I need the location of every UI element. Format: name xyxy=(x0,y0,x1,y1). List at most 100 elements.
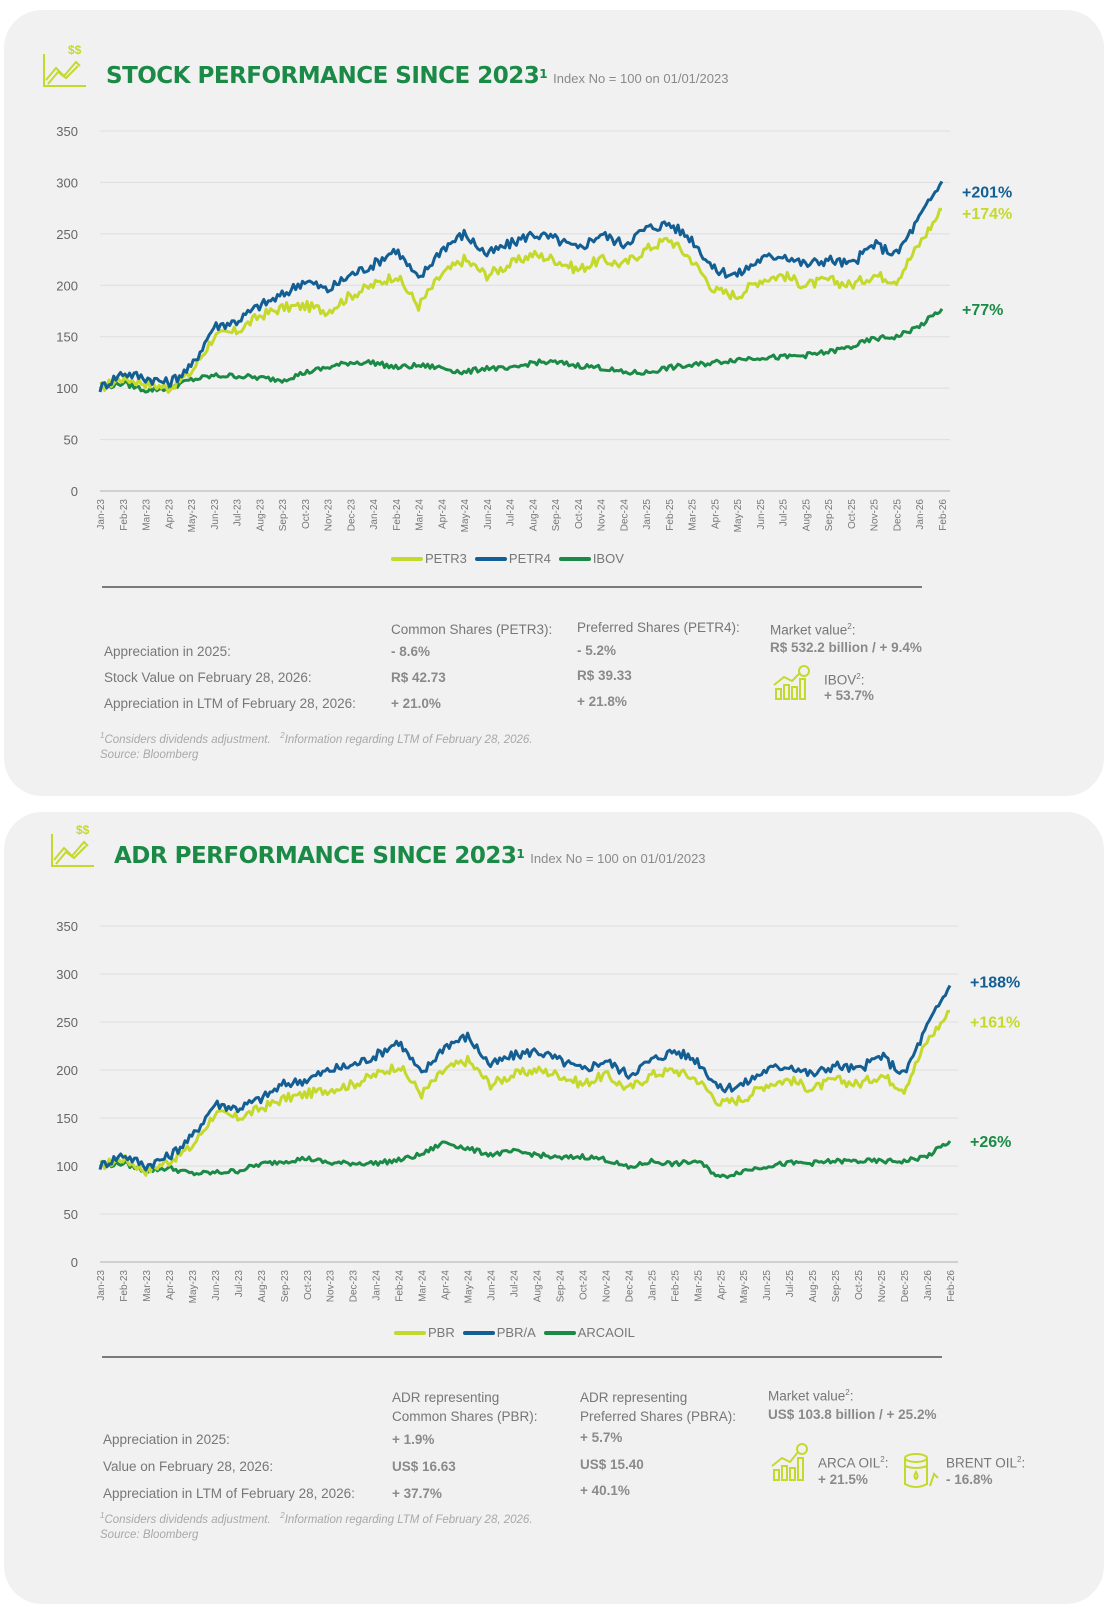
x-tick-label: Jun-25 xyxy=(756,499,767,530)
x-tick-label: Oct-24 xyxy=(574,499,585,529)
adr-subtitle: Index No = 100 on 01/01/2023 xyxy=(530,851,706,866)
x-tick-label: Jul-25 xyxy=(785,1270,796,1298)
x-tick-label: Oct-23 xyxy=(301,499,312,529)
series-line-ibov xyxy=(98,308,944,394)
svg-text:$$: $$ xyxy=(68,43,82,57)
x-tick-label: May-24 xyxy=(460,499,471,533)
x-tick-label: Mar-24 xyxy=(418,1270,429,1302)
x-tick-label: Feb-24 xyxy=(395,1270,406,1302)
stock-performance-card: $$ STOCK PERFORMANCE SINCE 20231 Index N… xyxy=(4,10,1104,796)
pbra-appreciation-ltm: + 40.1% xyxy=(580,1483,630,1498)
pbr-value: US$ 16.63 xyxy=(392,1459,456,1474)
y-tick-label: 200 xyxy=(56,1063,78,1078)
x-tick-label: May-23 xyxy=(188,1270,199,1304)
stock-header: $$ STOCK PERFORMANCE SINCE 20231 Index N… xyxy=(40,42,728,90)
x-tick-label: Jun-24 xyxy=(487,1270,498,1301)
adr-footnotes: 1Considers dividends adjustment. 2Inform… xyxy=(100,1511,533,1541)
x-tick-label: Jan-26 xyxy=(923,1270,934,1301)
svg-text:$$: $$ xyxy=(76,823,90,837)
col-header-market-value: Market value2: xyxy=(768,1388,854,1404)
x-tick-label: Feb-26 xyxy=(938,499,949,531)
x-tick-label: Jun-23 xyxy=(210,499,221,530)
legend-item-petr3: PETR3 xyxy=(391,551,467,566)
y-tick-label: 300 xyxy=(56,175,78,190)
oil-barrel-icon xyxy=(900,1452,940,1492)
x-tick-label: Feb-25 xyxy=(670,1270,681,1302)
x-tick-label: Jul-23 xyxy=(234,1270,245,1298)
y-tick-label: 150 xyxy=(56,1111,78,1126)
x-tick-label: May-23 xyxy=(187,499,198,533)
series-line-petr4 xyxy=(98,180,944,393)
x-tick-label: Nov-23 xyxy=(324,499,335,532)
series-line-petr3 xyxy=(99,207,943,394)
y-tick-label: 100 xyxy=(56,381,78,396)
x-tick-label: Dec-23 xyxy=(349,1270,360,1303)
x-tick-label: Jan-25 xyxy=(642,499,653,530)
y-tick-label: 250 xyxy=(56,1015,78,1030)
x-tick-label: Feb-23 xyxy=(119,499,130,531)
y-tick-label: 50 xyxy=(64,433,78,448)
y-tick-label: 0 xyxy=(71,1255,78,1270)
x-tick-label: Nov-25 xyxy=(877,1270,888,1303)
x-tick-label: Sep-23 xyxy=(278,499,289,532)
ibov-value: + 53.7% xyxy=(824,688,874,703)
y-tick-label: 350 xyxy=(56,919,78,934)
series-line-pbr xyxy=(99,1009,950,1177)
x-tick-label: Apr-25 xyxy=(710,499,721,529)
brent-oil-value: - 16.8% xyxy=(946,1472,993,1487)
col-header-petr4: Preferred Shares (PETR4): xyxy=(577,620,740,635)
x-tick-label: Aug-23 xyxy=(255,499,266,532)
row-label-appreciation-ltm: Appreciation in LTM of February 28, 2026… xyxy=(103,1486,355,1501)
stock-line-chart: 0 50 100 150 200 250 300 350 Jan-23 Feb-23 Mar-23 A… xyxy=(56,124,1012,533)
stock-legend: PETR3 PETR4 IBOV xyxy=(391,551,624,566)
x-tick-label: Jun-24 xyxy=(483,499,494,530)
y-tick-label: 50 xyxy=(64,1207,78,1222)
series-line-pbra xyxy=(98,984,952,1172)
legend-item-pbr: PBR xyxy=(394,1325,455,1340)
x-tick-label: Sep-24 xyxy=(555,1270,566,1303)
petr4-appreciation-2025: - 5.2% xyxy=(577,643,617,658)
x-tick-label: Dec-25 xyxy=(900,1270,911,1303)
x-tick-label: Jul-25 xyxy=(779,499,790,527)
growth-chart-dollar-icon: $$ xyxy=(40,42,90,90)
stock-subtitle: Index No = 100 on 01/01/2023 xyxy=(553,71,729,86)
end-label: +26% xyxy=(970,1134,1011,1151)
x-tick-label: Feb-24 xyxy=(392,499,403,531)
end-label: +174% xyxy=(962,206,1012,223)
col-header-pbra: ADR representing Preferred Shares (PBRA): xyxy=(580,1390,737,1424)
x-tick-label: Aug-24 xyxy=(532,1270,543,1303)
x-tick-label: Dec-24 xyxy=(624,1270,635,1303)
x-tick-label: Jun-25 xyxy=(762,1270,773,1301)
petr4-appreciation-ltm: + 21.8% xyxy=(577,694,627,709)
x-tick-label: Mar-23 xyxy=(142,1270,153,1302)
x-tick-label: Feb-25 xyxy=(665,499,676,531)
x-tick-label: May-25 xyxy=(733,499,744,533)
arca-oil-value: + 21.5% xyxy=(818,1472,868,1487)
x-tick-label: Sep-25 xyxy=(824,499,835,532)
y-tick-label: 0 xyxy=(71,484,78,499)
petr3-appreciation-2025: - 8.6% xyxy=(391,644,431,659)
x-tick-label: Aug-25 xyxy=(808,1270,819,1303)
petr4-stock-value: R$ 39.33 xyxy=(577,668,632,683)
legend-item-ibov: IBOV xyxy=(558,551,624,566)
bar-chart-dollar-icon xyxy=(770,1442,810,1482)
x-tick-label: Dec-25 xyxy=(892,499,903,532)
petr3-stock-value: R$ 42.73 xyxy=(391,670,446,685)
col-header-market-value: Market value2: xyxy=(770,622,856,638)
x-tick-label: Apr-23 xyxy=(165,1270,176,1300)
market-value: US$ 103.8 billion / + 25.2% xyxy=(768,1407,937,1422)
x-tick-label: Apr-23 xyxy=(164,499,175,529)
x-tick-label: Jul-23 xyxy=(233,499,244,527)
adr-title: ADR PERFORMANCE SINCE 20231 xyxy=(114,843,525,869)
x-tick-label: Aug-25 xyxy=(801,499,812,532)
x-tick-label: Jan-24 xyxy=(369,499,380,530)
x-tick-label: Mar-25 xyxy=(693,1270,704,1302)
x-tick-label: Jul-24 xyxy=(510,1270,521,1298)
x-tick-label: Jan-24 xyxy=(372,1270,383,1301)
x-tick-label: Feb-26 xyxy=(946,1270,957,1302)
divider xyxy=(102,1356,942,1358)
arca-oil-label: ARCA OIL2: xyxy=(818,1455,889,1471)
x-tick-label: Oct-23 xyxy=(303,1270,314,1300)
x-tick-label: Apr-24 xyxy=(437,499,448,529)
x-tick-label: Oct-25 xyxy=(847,499,858,529)
